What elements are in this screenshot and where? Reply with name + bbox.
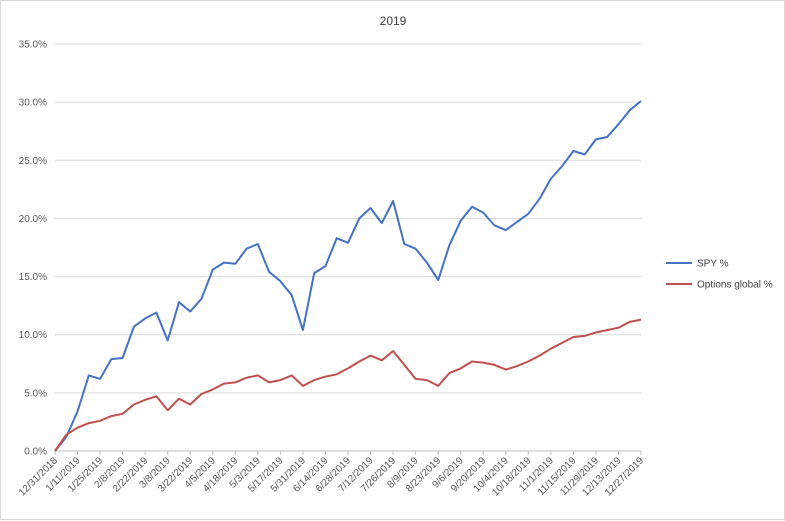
legend-label: Options global % bbox=[697, 280, 773, 291]
x-axis-labels: 12/31/20181/11/20191/25/20192/8/20192/22… bbox=[17, 451, 646, 499]
y-tick-label: 30.0% bbox=[19, 98, 47, 109]
y-tick-label: 15.0% bbox=[19, 272, 47, 283]
legend: SPY % Options global % bbox=[666, 259, 773, 291]
y-tick-label: 10.0% bbox=[19, 330, 47, 341]
y-tick-label: 25.0% bbox=[19, 156, 47, 167]
y-tick-label: 20.0% bbox=[19, 214, 47, 225]
series-line-spy bbox=[54, 100, 642, 452]
y-tick-label: 35.0% bbox=[19, 40, 47, 51]
gridlines bbox=[55, 43, 641, 452]
chart-title: 2019 bbox=[380, 14, 407, 28]
series-lines bbox=[54, 100, 642, 452]
series-line-options-global bbox=[54, 318, 642, 452]
y-axis-labels: 0.0% 5.0% 10.0% 15.0% 20.0% 25.0% 30.0% 35.0% bbox=[19, 40, 47, 458]
legend-label: SPY % bbox=[697, 259, 729, 270]
y-tick-label: 5.0% bbox=[24, 388, 47, 399]
y-tick-label: 0.0% bbox=[24, 447, 47, 458]
